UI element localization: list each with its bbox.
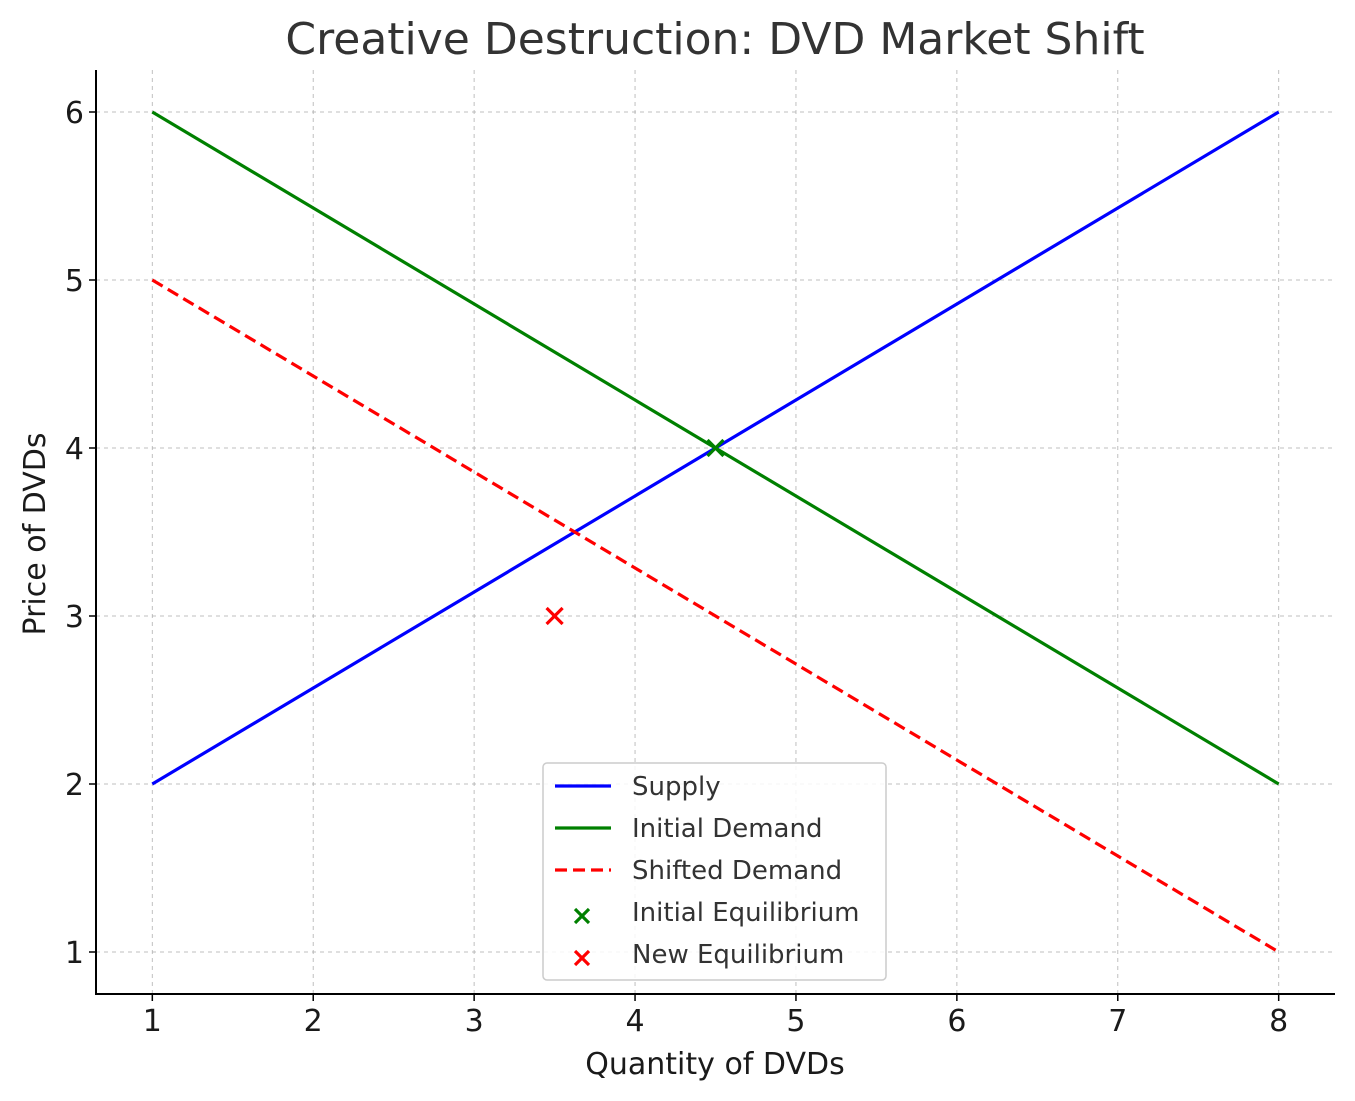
x-axis-title: Quantity of DVDs: [585, 1047, 844, 1082]
x-tick-label: 4: [625, 1004, 644, 1039]
legend-marker: [573, 949, 591, 967]
x-tick-label: 3: [465, 1004, 484, 1039]
x-tick-label: 2: [304, 1004, 323, 1039]
y-tick-label: 6: [65, 96, 84, 131]
ticks: 1 2 3 4 5 6 7 8 1 2 3 4 5 6: [65, 96, 1288, 1039]
legend-box: [542, 762, 887, 981]
y-tick-label: 4: [65, 432, 84, 467]
series-line-shifted-demand: [151, 278, 1280, 954]
point-new-equilibrium: [545, 606, 564, 626]
chart-title: Creative Destruction: DVD Market Shift: [285, 14, 1144, 65]
legend-label: New Equilibrium: [632, 940, 844, 970]
legend-item-new-equilibrium: New Equilibrium: [573, 940, 844, 970]
x-marker-stroke: [706, 438, 725, 458]
legend-label: Shifted Demand: [632, 856, 842, 886]
legend-item-initial-demand: Initial Demand: [555, 814, 822, 844]
y-tick-label: 5: [65, 264, 84, 299]
x-tick-label: 7: [1108, 1004, 1127, 1039]
legend-label: Initial Equilibrium: [632, 898, 860, 928]
point-initial-equilibrium: [706, 438, 725, 458]
equilibrium-points: [545, 438, 725, 626]
axes: [95, 70, 1335, 995]
legend-marker: [573, 907, 591, 925]
y-tick-label: 1: [65, 936, 84, 971]
legend-label: Supply: [632, 772, 721, 802]
x-tick-label: 6: [947, 1004, 966, 1039]
y-tick-label: 2: [65, 768, 84, 803]
x-tick-label: 5: [786, 1004, 805, 1039]
legend-item-supply: Supply: [555, 772, 721, 802]
x-marker-stroke: [545, 606, 564, 626]
x-tick-label: 1: [143, 1004, 162, 1039]
y-tick-label: 3: [65, 600, 84, 635]
x-marker-stroke: [573, 949, 591, 967]
x-tick-label: 8: [1269, 1004, 1288, 1039]
legend-label: Initial Demand: [632, 814, 822, 844]
y-axis-title: Price of DVDs: [18, 433, 53, 636]
x-marker-stroke: [573, 907, 591, 925]
legend-item-initial-equilibrium: Initial Equilibrium: [573, 898, 860, 928]
legend: Supply Initial Demand Shifted Demand Initia…: [542, 762, 887, 981]
legend-item-shifted-demand: Shifted Demand: [555, 856, 842, 886]
